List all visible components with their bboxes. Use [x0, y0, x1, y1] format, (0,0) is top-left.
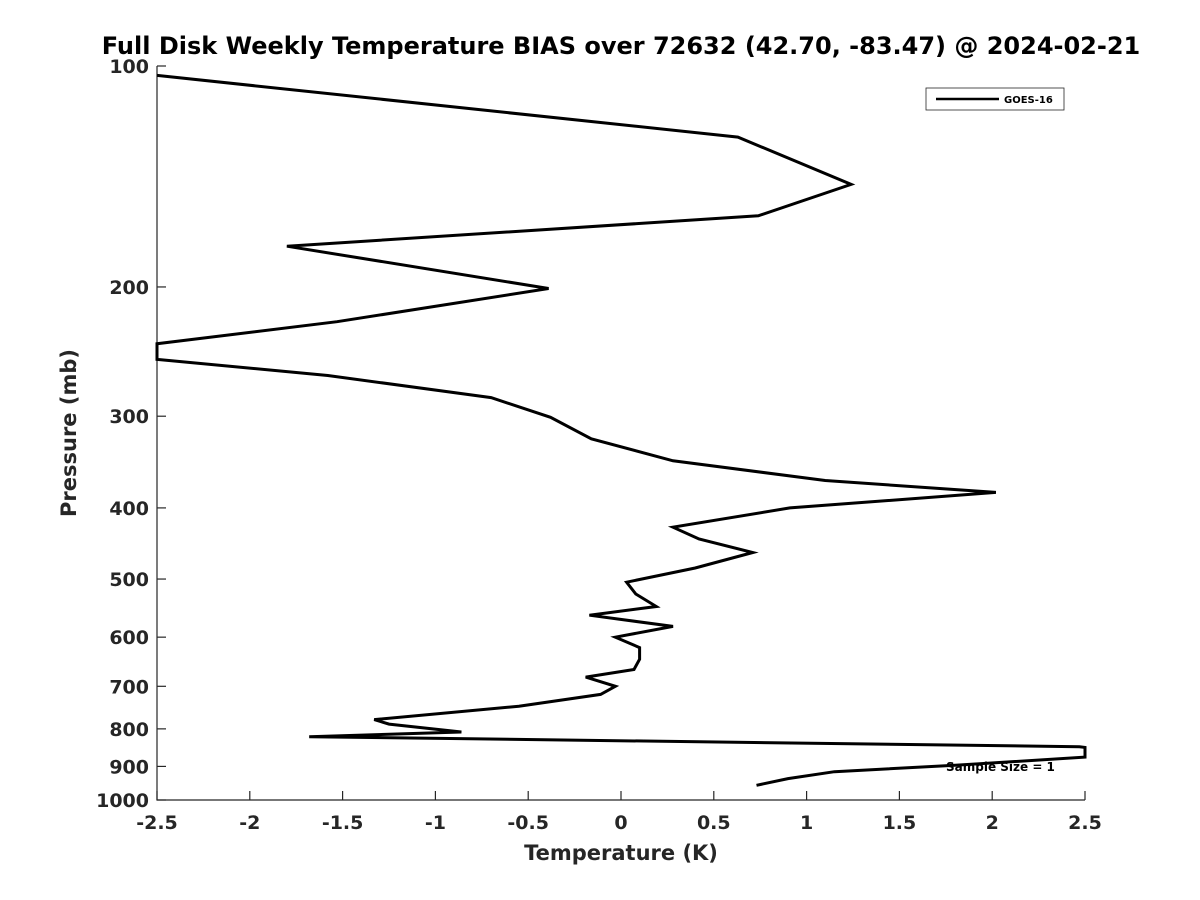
- x-tick-label: -2: [239, 812, 260, 834]
- x-tick-label: -2.5: [136, 812, 178, 834]
- x-axis-label: Temperature (K): [524, 841, 718, 865]
- y-tick-label: 500: [109, 569, 149, 591]
- x-tick-label: 1: [800, 812, 813, 834]
- x-tick-label: -1: [425, 812, 446, 834]
- x-tick-label: 0.5: [697, 812, 731, 834]
- x-tick-label: 2: [986, 812, 999, 834]
- y-tick-label: 200: [109, 277, 149, 299]
- plot-area: [156, 66, 1085, 801]
- y-tick-label: 400: [109, 498, 149, 520]
- y-tick-label: 1000: [96, 790, 149, 812]
- y-axis-ticks: 100 200 300 400 500 600 700 800 900 1000: [96, 56, 166, 812]
- y-tick-label: 600: [109, 627, 149, 649]
- y-tick-label: 100: [109, 56, 149, 78]
- series-line-goes-16: [155, 73, 1087, 787]
- chart-title: Full Disk Weekly Temperature BIAS over 7…: [102, 32, 1141, 60]
- x-axis-ticks: -2.5 -2 -1.5 -1 -0.5 0 0.5 1 1.5 2 2.5: [136, 791, 1102, 834]
- x-tick-label: 1.5: [883, 812, 917, 834]
- x-tick-label: -0.5: [507, 812, 549, 834]
- x-tick-label: 2.5: [1068, 812, 1102, 834]
- x-tick-label: 0: [614, 812, 627, 834]
- y-axis-label: Pressure (mb): [57, 349, 81, 517]
- y-tick-label: 800: [109, 719, 149, 741]
- sample-size-annotation: Sample Size = 1: [946, 760, 1055, 774]
- y-tick-label: 700: [109, 676, 149, 698]
- y-tick-label: 300: [109, 406, 149, 428]
- legend-entry-goes-16: GOES-16: [1004, 95, 1053, 106]
- legend: GOES-16: [925, 87, 1065, 111]
- y-tick-label: 900: [109, 756, 149, 778]
- x-tick-label: -1.5: [322, 812, 364, 834]
- plot-background: [157, 66, 1085, 800]
- series-layer: [155, 73, 1087, 787]
